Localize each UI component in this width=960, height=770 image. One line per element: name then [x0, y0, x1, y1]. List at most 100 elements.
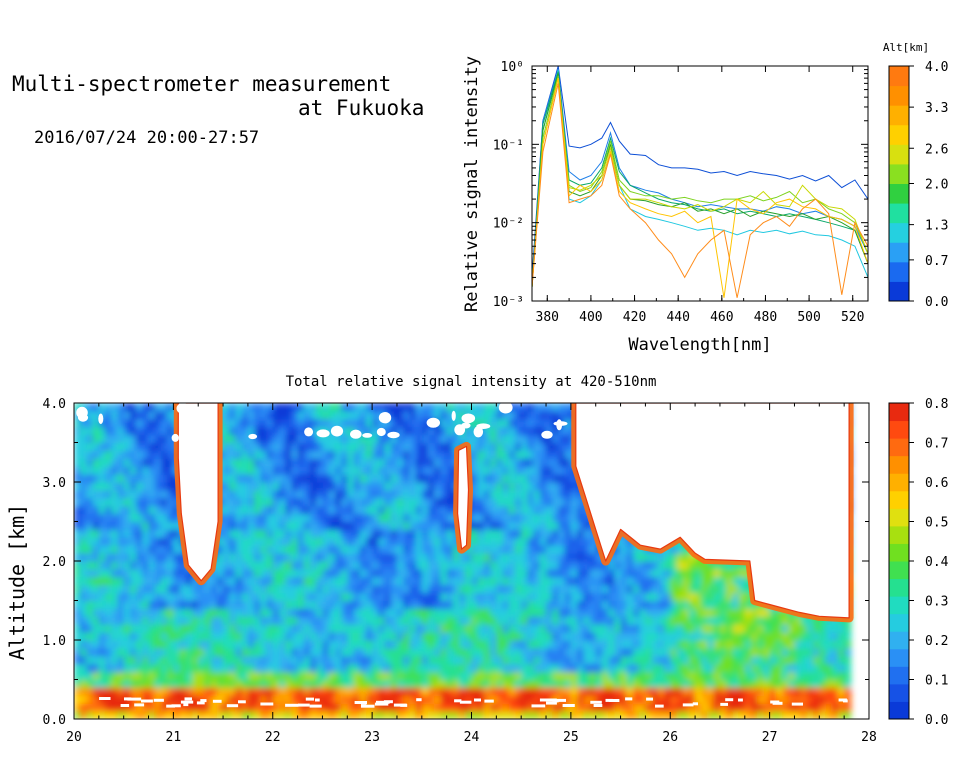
heatmap-cell: [316, 592, 323, 602]
heatmap-cell: [154, 482, 162, 491]
heatmap-cell: [223, 497, 230, 507]
heatmap-cell: [279, 529, 286, 538]
heatmap-cell: [310, 616, 317, 625]
heatmap-cell: [440, 553, 448, 562]
heatmap-cell: [589, 711, 597, 719]
heatmap-cell: [117, 434, 125, 444]
heatmap-cell: [378, 418, 386, 428]
heatmap-cell: [247, 600, 255, 609]
heatmap-cell: [347, 655, 355, 665]
heatmap-cell: [384, 450, 392, 459]
altitude-colorbar-cell: [889, 124, 909, 145]
heatmap-cell: [117, 521, 125, 530]
heatmap-cell: [322, 703, 330, 712]
heatmap-cell: [322, 545, 330, 554]
heatmap-cell: [508, 553, 516, 562]
heatmap-cell: [223, 687, 230, 696]
heatmap-cell: [390, 545, 398, 554]
heatmap-cell: [92, 632, 100, 641]
heatmap-cell: [291, 568, 299, 578]
heatmap-cell: [397, 624, 404, 633]
heatmap-cell: [80, 568, 87, 578]
heatmap-cell: [608, 687, 615, 696]
heatmap-cell: [601, 695, 609, 704]
heatmap-cell: [719, 608, 727, 617]
heatmap-cell: [527, 687, 535, 696]
heatmap-cell: [285, 410, 292, 420]
heatmap-cell: [297, 410, 305, 420]
heatmap-cell: [434, 482, 441, 491]
heatmap-cell: [229, 576, 237, 586]
heatmap-cell: [241, 576, 249, 586]
heatmap-cell: [254, 466, 261, 475]
heatmap-cell: [266, 466, 274, 475]
heatmap-cell: [74, 434, 81, 444]
heatmap-cell: [123, 632, 131, 641]
heatmap-cell: [769, 711, 777, 719]
heatmap-cell: [92, 584, 100, 594]
heatmap-cell: [626, 671, 634, 681]
heatmap-cell: [266, 671, 274, 681]
heatmap-cell: [148, 671, 156, 681]
heatmap-cell: [241, 474, 249, 483]
heatmap-cell: [359, 497, 367, 507]
heatmap-cell: [483, 426, 491, 436]
altitude-colorbar-label: Alt[km]: [883, 41, 929, 54]
heatmap-cell: [527, 442, 535, 451]
heatmap-cell: [378, 640, 386, 649]
heatmap-cell: [552, 663, 559, 673]
heatmap-cell: [403, 584, 410, 594]
heatmap-cell: [92, 442, 100, 451]
heatmap-cell: [229, 489, 237, 499]
heatmap-cell: [558, 410, 566, 420]
heatmap-cell: [434, 545, 441, 554]
heatmap-cell: [161, 489, 168, 499]
heatmap-cell: [403, 576, 410, 586]
heatmap-cell: [583, 616, 591, 625]
heatmap-cell: [428, 426, 435, 436]
heatmap-cell: [651, 616, 659, 625]
heatmap-cell: [334, 474, 342, 483]
heatmap-cell: [546, 458, 553, 467]
heatmap-cell: [210, 624, 218, 633]
heatmap-cell: [446, 695, 454, 704]
heatmap-cell: [111, 426, 119, 436]
heatmap-cell: [111, 624, 119, 633]
heatmap-cell: [471, 647, 479, 657]
heatmap-cell: [235, 663, 243, 673]
heatmap-cell: [428, 687, 435, 696]
heatmap-cell: [254, 616, 261, 625]
heatmap-cell: [297, 647, 305, 657]
heatmap-cell: [384, 624, 392, 633]
heatmap-cell: [440, 592, 448, 602]
heatmap-cell: [378, 576, 386, 586]
heatmap-cell: [334, 466, 342, 475]
heatmap-cell: [570, 513, 578, 523]
heatmap-cell: [247, 711, 255, 719]
heatmap-cell: [719, 655, 727, 665]
heatmap-cell: [657, 553, 665, 562]
heatmap-cell: [167, 410, 174, 420]
heatmap-cell: [775, 655, 783, 665]
heatmap-cell: [161, 482, 168, 491]
heatmap-cell: [334, 600, 342, 609]
heatmap-cell: [235, 695, 243, 704]
heatmap-cell: [552, 553, 559, 562]
heatmap-cell: [670, 679, 678, 688]
heatmap-cell: [223, 671, 230, 681]
heatmap-cell: [322, 687, 330, 696]
heatmap-cell: [310, 521, 317, 530]
heatmap-cell: [328, 505, 336, 515]
heatmap-cell: [80, 513, 87, 523]
heatmap-cell: [334, 576, 342, 586]
heatmap-cell: [533, 711, 541, 719]
heatmap-cell: [372, 529, 379, 538]
heatmap-cell: [316, 632, 323, 641]
heatmap-cell: [316, 482, 323, 491]
heatmap-cell: [397, 426, 404, 436]
heatmap-cell: [359, 458, 367, 467]
heatmap-cell: [123, 489, 131, 499]
heatmap-cell: [105, 679, 112, 688]
heatmap-cell: [136, 513, 143, 523]
